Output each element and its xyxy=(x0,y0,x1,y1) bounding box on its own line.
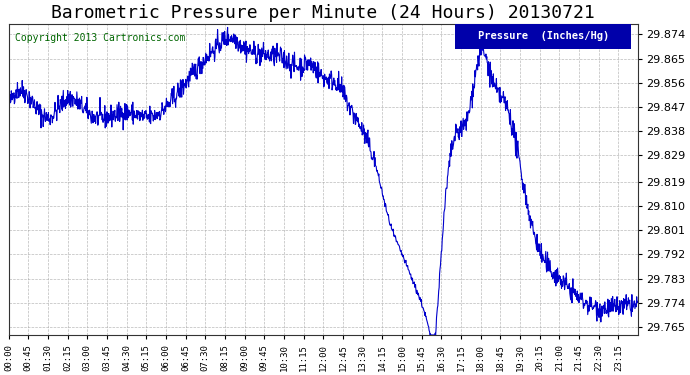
Title: Barometric Pressure per Minute (24 Hours) 20130721: Barometric Pressure per Minute (24 Hours… xyxy=(51,4,595,22)
Text: Copyright 2013 Cartronics.com: Copyright 2013 Cartronics.com xyxy=(15,33,186,43)
